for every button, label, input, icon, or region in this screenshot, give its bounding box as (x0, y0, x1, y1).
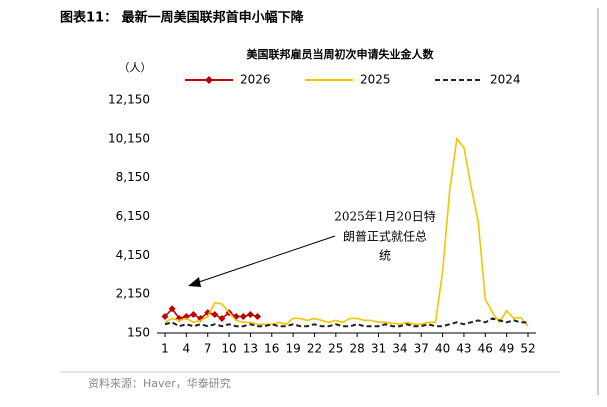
marker (161, 312, 169, 320)
x-tick-label: 43 (456, 342, 471, 356)
x-tick-label: 4 (183, 342, 191, 356)
x-tick-label: 16 (264, 342, 279, 356)
x-tick-label: 34 (392, 342, 407, 356)
legend-label: 2026 (240, 73, 271, 87)
marker (211, 311, 219, 319)
y-tick-label: 10,150 (108, 131, 150, 145)
annotation: 朗普正式就任总 (343, 230, 427, 244)
chart-title: 美国联邦雇员当周初次申请失业金人数 (247, 47, 435, 61)
annotation: 2025年1月20日特 (334, 209, 435, 224)
annotation: 统 (379, 249, 391, 263)
marker (168, 305, 176, 313)
arrow (195, 235, 336, 284)
x-tick-label: 7 (204, 342, 212, 356)
x-tick-label: 31 (371, 342, 386, 356)
source: 资料来源：Haver，华泰研究 (88, 376, 231, 390)
legend-label: 2025 (360, 73, 391, 87)
x-tick-label: 52 (520, 342, 535, 356)
x-tick-label: 46 (478, 342, 493, 356)
legend-marker (205, 76, 213, 84)
marker (239, 312, 247, 320)
x-tick-label: 22 (307, 342, 322, 356)
x-tick-label: 49 (499, 342, 514, 356)
legend-label: 2024 (490, 73, 521, 87)
x-tick-label: 25 (328, 342, 343, 356)
x-tick-label: 10 (221, 342, 236, 356)
marker (189, 311, 197, 319)
header: 图表11： 最新一周美国联邦首申小幅下降 (60, 10, 305, 26)
y-tick-label: 2,150 (116, 287, 150, 301)
marker (254, 312, 262, 320)
arrow-head (188, 277, 201, 287)
y-tick-label: 8,150 (116, 170, 150, 184)
y-tick-label: 150 (127, 326, 150, 340)
x-tick-label: 19 (285, 342, 300, 356)
marker (232, 312, 240, 320)
series-line (164, 317, 528, 328)
x-tick-label: 13 (243, 342, 258, 356)
y-tick-label: 12,150 (108, 93, 150, 107)
y-unit: （人） (119, 61, 152, 74)
y-tick-label: 4,150 (116, 248, 150, 262)
x-tick-label: 37 (414, 342, 429, 356)
x-tick-label: 28 (350, 342, 365, 356)
marker (218, 314, 226, 322)
series-line (164, 136, 529, 327)
marker (246, 311, 254, 319)
x-tick-label: 40 (435, 342, 450, 356)
y-tick-label: 6,150 (116, 209, 150, 223)
x-tick-label: 1 (161, 342, 169, 356)
